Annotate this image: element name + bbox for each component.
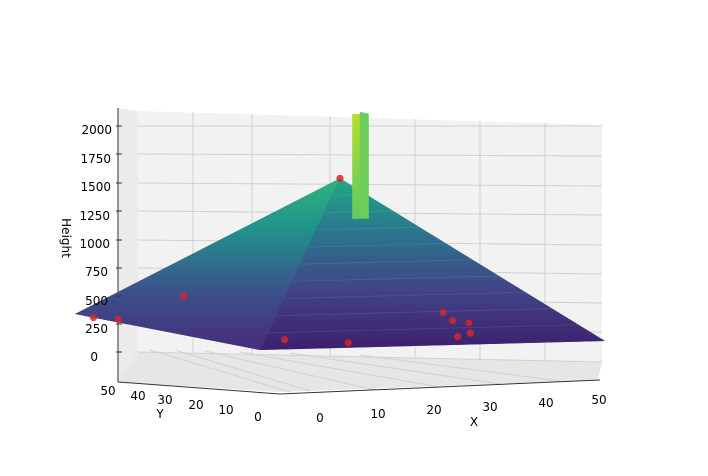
y-tick-label: 30 xyxy=(157,393,172,407)
z-tick-label: 2000 xyxy=(81,123,112,137)
z-tick-label: 750 xyxy=(85,265,108,279)
surface-face-left xyxy=(75,178,340,350)
z-tick-label: 1500 xyxy=(80,180,111,194)
scatter-point-2 xyxy=(114,315,122,323)
z-tick-label: 250 xyxy=(85,322,108,336)
x-tick-label: 0 xyxy=(316,411,324,425)
z-axis-label: Height xyxy=(59,218,73,258)
mesh-line xyxy=(315,226,420,231)
z-tick-label: 1250 xyxy=(79,209,110,223)
scatter-point-0 xyxy=(336,174,344,182)
floor-pane xyxy=(118,352,602,392)
x-tick-label: 30 xyxy=(482,400,497,414)
x-tick-label: 40 xyxy=(538,396,553,410)
z-tick-6: 1500 xyxy=(80,180,122,194)
y-axis: 0 10 20 30 40 50 Y xyxy=(100,384,261,424)
y-tick-label: 40 xyxy=(130,389,145,403)
surface-plot xyxy=(75,111,605,350)
scatter-point-10 xyxy=(439,309,447,317)
z-tick-label: 0 xyxy=(90,350,98,364)
y-tick-label: 50 xyxy=(100,384,115,398)
mesh-line xyxy=(299,259,473,265)
surface-face-front xyxy=(260,178,605,350)
x-tick-label: 20 xyxy=(426,403,441,417)
z-tick-label: 1750 xyxy=(80,152,111,166)
x-tick-label: 10 xyxy=(370,407,385,421)
z-tick-0: 0 xyxy=(90,350,122,364)
mesh-line xyxy=(291,275,500,282)
scatter-point-7 xyxy=(466,329,474,337)
scatter-point-6 xyxy=(454,333,462,341)
mesh-line xyxy=(307,243,447,248)
left-pane xyxy=(118,108,138,382)
y-tick-label: 10 xyxy=(218,403,233,417)
mesh-line xyxy=(275,308,553,316)
z-tick-label: 500 xyxy=(85,294,108,308)
z-tick-4: 1000 xyxy=(79,237,122,251)
z-tick-3: 750 xyxy=(85,265,122,279)
scatter-point-5 xyxy=(344,339,352,347)
y-axis-label: Y xyxy=(155,407,164,421)
y-tick-label: 20 xyxy=(188,398,203,412)
z-tick-2: 500 xyxy=(85,294,122,308)
scatter-point-9 xyxy=(449,316,457,325)
z-tick-8: 2000 xyxy=(81,123,122,137)
mesh-line xyxy=(283,291,526,299)
scatter-series xyxy=(89,174,474,347)
x-axis: 0 10 20 30 40 50 X xyxy=(316,393,606,429)
mesh-line xyxy=(267,324,579,334)
z-tick-5: 1250 xyxy=(79,209,122,223)
z-tick-label: 1000 xyxy=(79,237,110,251)
z-tick-7: 1750 xyxy=(80,152,122,166)
scatter-point-1 xyxy=(89,314,98,322)
scatter-point-8 xyxy=(465,319,473,327)
z-axis: 0 250 500 750 1000 1250 1500 1750 2000 H… xyxy=(59,123,122,364)
x-axis-label: X xyxy=(470,415,478,429)
surface-spike-side xyxy=(359,111,369,219)
y-tick-label: 0 xyxy=(254,410,262,424)
scatter-point-3 xyxy=(179,292,188,300)
x-tick-label: 50 xyxy=(591,393,606,407)
scatter-point-4 xyxy=(281,336,289,344)
z-tick-1: 250 xyxy=(85,322,122,336)
